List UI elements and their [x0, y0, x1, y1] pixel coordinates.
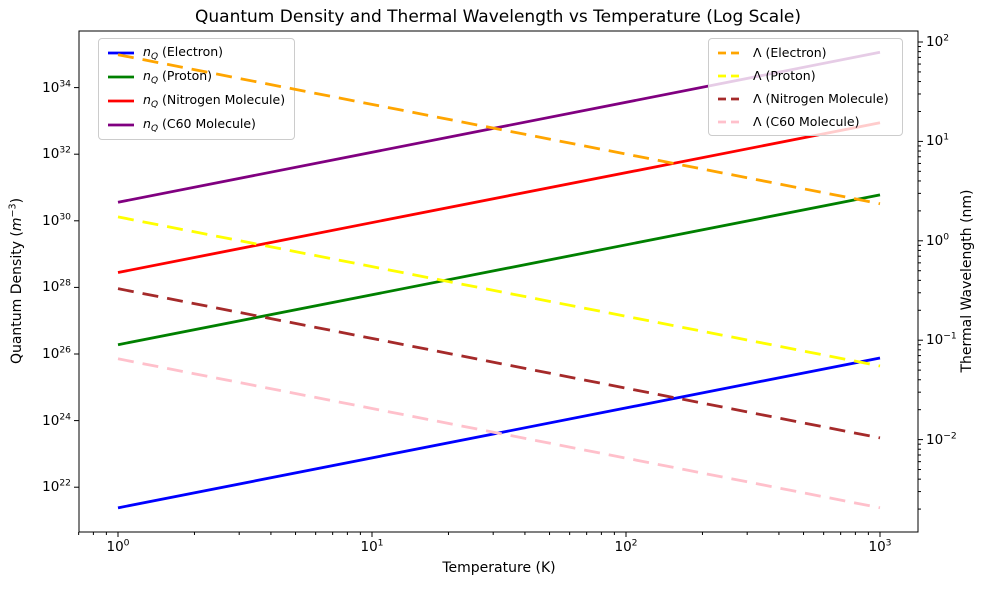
density-legend-line-sample	[108, 123, 134, 127]
left-tick-label: 1026	[42, 344, 71, 362]
density-legend-line-sample	[108, 75, 134, 79]
density-legend-line-sample	[108, 99, 134, 103]
legend-density: nQ (Electron) nQ (Proton) nQ (Nitrogen Mol…	[98, 38, 295, 140]
legend-label: Λ (Nitrogen Molecule)	[753, 91, 889, 106]
right-tick-label: 10−2	[926, 430, 957, 448]
right-tick-label: 101	[926, 131, 950, 150]
legend-label: nQ (Electron)	[143, 44, 224, 62]
left-tick-label: 1024	[42, 411, 71, 429]
wavelength-line-proton	[117, 215, 881, 368]
legend-item-wavelength-nitrogen-molecule: Λ (Nitrogen Molecule)	[717, 87, 894, 110]
wavelength-legend-line-sample	[718, 74, 744, 77]
legend-item-density-electron: nQ (Electron)	[107, 41, 286, 65]
wavelength-line-electron	[117, 53, 881, 206]
legend-item-wavelength-electron: Λ (Electron)	[717, 41, 894, 64]
wavelength-legend-line-sample	[718, 51, 744, 54]
x-tick-label: 102	[614, 537, 638, 555]
density-legend-line-sample	[108, 51, 134, 55]
density-line-nitrogen-molecule	[117, 121, 881, 274]
legend-item-wavelength-c60-molecule: Λ (C60 Molecule)	[717, 110, 894, 133]
density-line-proton	[117, 193, 881, 347]
right-tick-label: 100	[926, 231, 950, 249]
legend-label: Λ (Electron)	[753, 45, 827, 60]
left-tick-label: 1028	[42, 277, 71, 296]
wavelength-line-nitrogen-molecule	[117, 287, 881, 440]
legend-item-density-c60-molecule: nQ (C60 Molecule)	[107, 113, 286, 137]
legend-label: Λ (C60 Molecule)	[753, 114, 860, 129]
plot-border	[78, 30, 919, 533]
legend-item-wavelength-proton: Λ (Proton)	[717, 64, 894, 87]
x-tick-label: 100	[106, 537, 130, 555]
wavelength-legend-line-sample	[718, 120, 744, 123]
right-tick-label: 10−1	[926, 330, 957, 349]
chart-title: Quantum Density and Thermal Wavelength v…	[194, 7, 802, 27]
wavelength-legend-line-sample	[718, 97, 744, 100]
legend-label: Λ (Proton)	[753, 68, 816, 83]
right-tick-label: 102	[926, 32, 950, 50]
left-tick-label: 1034	[42, 78, 71, 96]
x-axis-label: Temperature (K)	[442, 560, 556, 576]
x-tick-label: 101	[360, 537, 384, 555]
legend-label: nQ (C60 Molecule)	[143, 116, 256, 134]
legend-label: nQ (Nitrogen Molecule)	[143, 92, 286, 110]
left-tick-label: 1022	[42, 477, 71, 496]
wavelength-line-c60-molecule	[117, 357, 881, 510]
left-tick-label: 1030	[42, 211, 71, 229]
legend-item-density-nitrogen-molecule: nQ (Nitrogen Molecule)	[107, 89, 286, 113]
x-tick-label: 103	[868, 537, 892, 555]
left-tick-label: 1032	[42, 144, 71, 163]
legend-wavelength: Λ (Electron) Λ (Proton) Λ (Nitrogen Molecu…	[708, 38, 903, 136]
